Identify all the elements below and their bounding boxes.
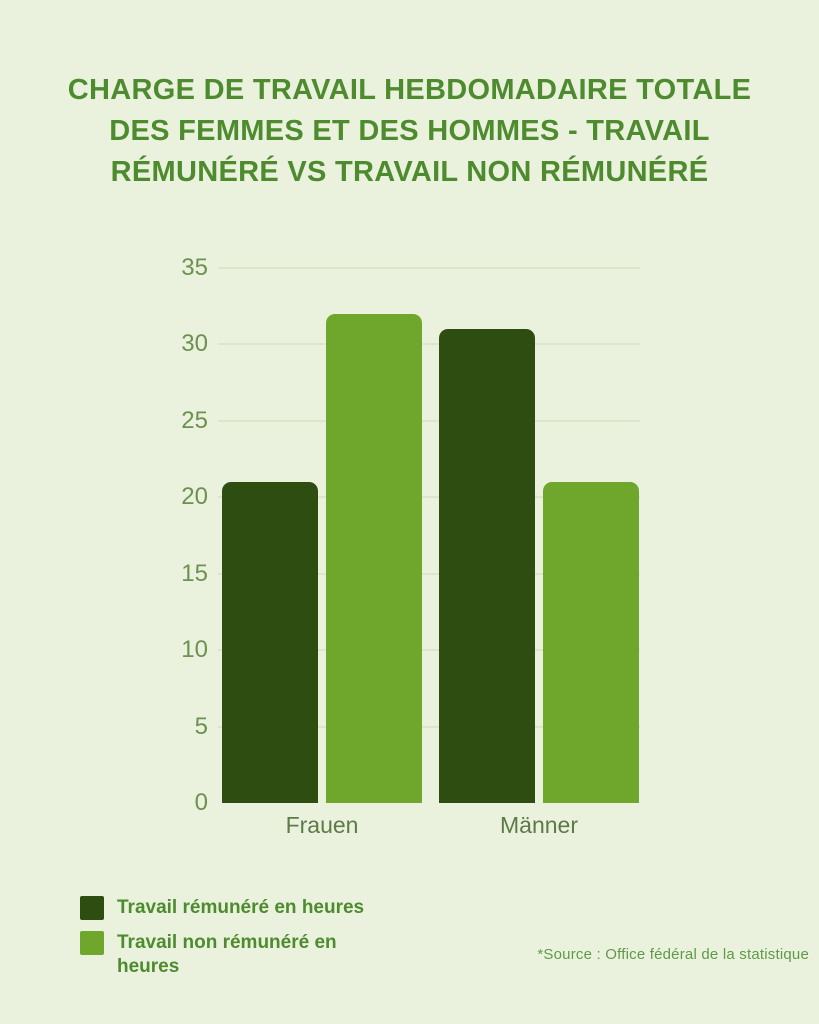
- bar-männer-series-1: [439, 329, 535, 803]
- bar-frauen-series-1: [222, 482, 318, 803]
- chart-title-line-3: RÉMUNÉRÉ VS TRAVAIL NON RÉMUNÉRÉ: [110, 156, 709, 188]
- y-tick-label: 0: [194, 789, 208, 816]
- chart-title-line-2: DES FEMMES ET DES HOMMES - TRAVAIL: [109, 115, 710, 147]
- plot-area: [218, 267, 640, 803]
- y-tick-label: 25: [181, 406, 208, 434]
- legend-swatch-icon: [80, 931, 104, 955]
- legend-label: Travail rémunéré en heures: [117, 897, 365, 918]
- x-axis-label: Frauen: [285, 812, 359, 838]
- bar-männer-series-2: [543, 482, 639, 803]
- y-tick-label: 10: [181, 636, 208, 664]
- y-tick-label: 30: [181, 330, 208, 358]
- chart-title-line-1: CHARGE DE TRAVAIL HEBDOMADAIRE TOTALE: [67, 74, 752, 106]
- y-tick-label: 5: [194, 712, 208, 740]
- gridline: [218, 419, 640, 422]
- chart-title: CHARGE DE TRAVAIL HEBDOMADAIRE TOTALE DE…: [30, 70, 789, 193]
- y-tick-label: 20: [181, 483, 208, 511]
- x-axis-label: Männer: [500, 812, 578, 838]
- y-tick-label: 35: [181, 254, 208, 281]
- legend-item-1: Travail rémunéré en heures: [80, 896, 397, 920]
- bar-frauen-series-2: [326, 314, 422, 803]
- gridline: [218, 725, 640, 728]
- legend-swatch-icon: [80, 896, 104, 920]
- gridline: [218, 343, 640, 346]
- gridline: [218, 496, 640, 499]
- gridline: [218, 572, 640, 575]
- legend-item-2: Travail non rémunéré en heures: [80, 931, 397, 979]
- chart-legend: Travail rémunéré en heures Travail non ré…: [80, 896, 397, 979]
- gridline: [218, 267, 640, 269]
- legend-label: Travail non rémunéré en heures: [117, 932, 337, 977]
- y-tick-label: 15: [181, 559, 208, 587]
- source-note: *Source : Office fédéral de la statistiq…: [537, 946, 809, 963]
- gridline: [218, 649, 640, 652]
